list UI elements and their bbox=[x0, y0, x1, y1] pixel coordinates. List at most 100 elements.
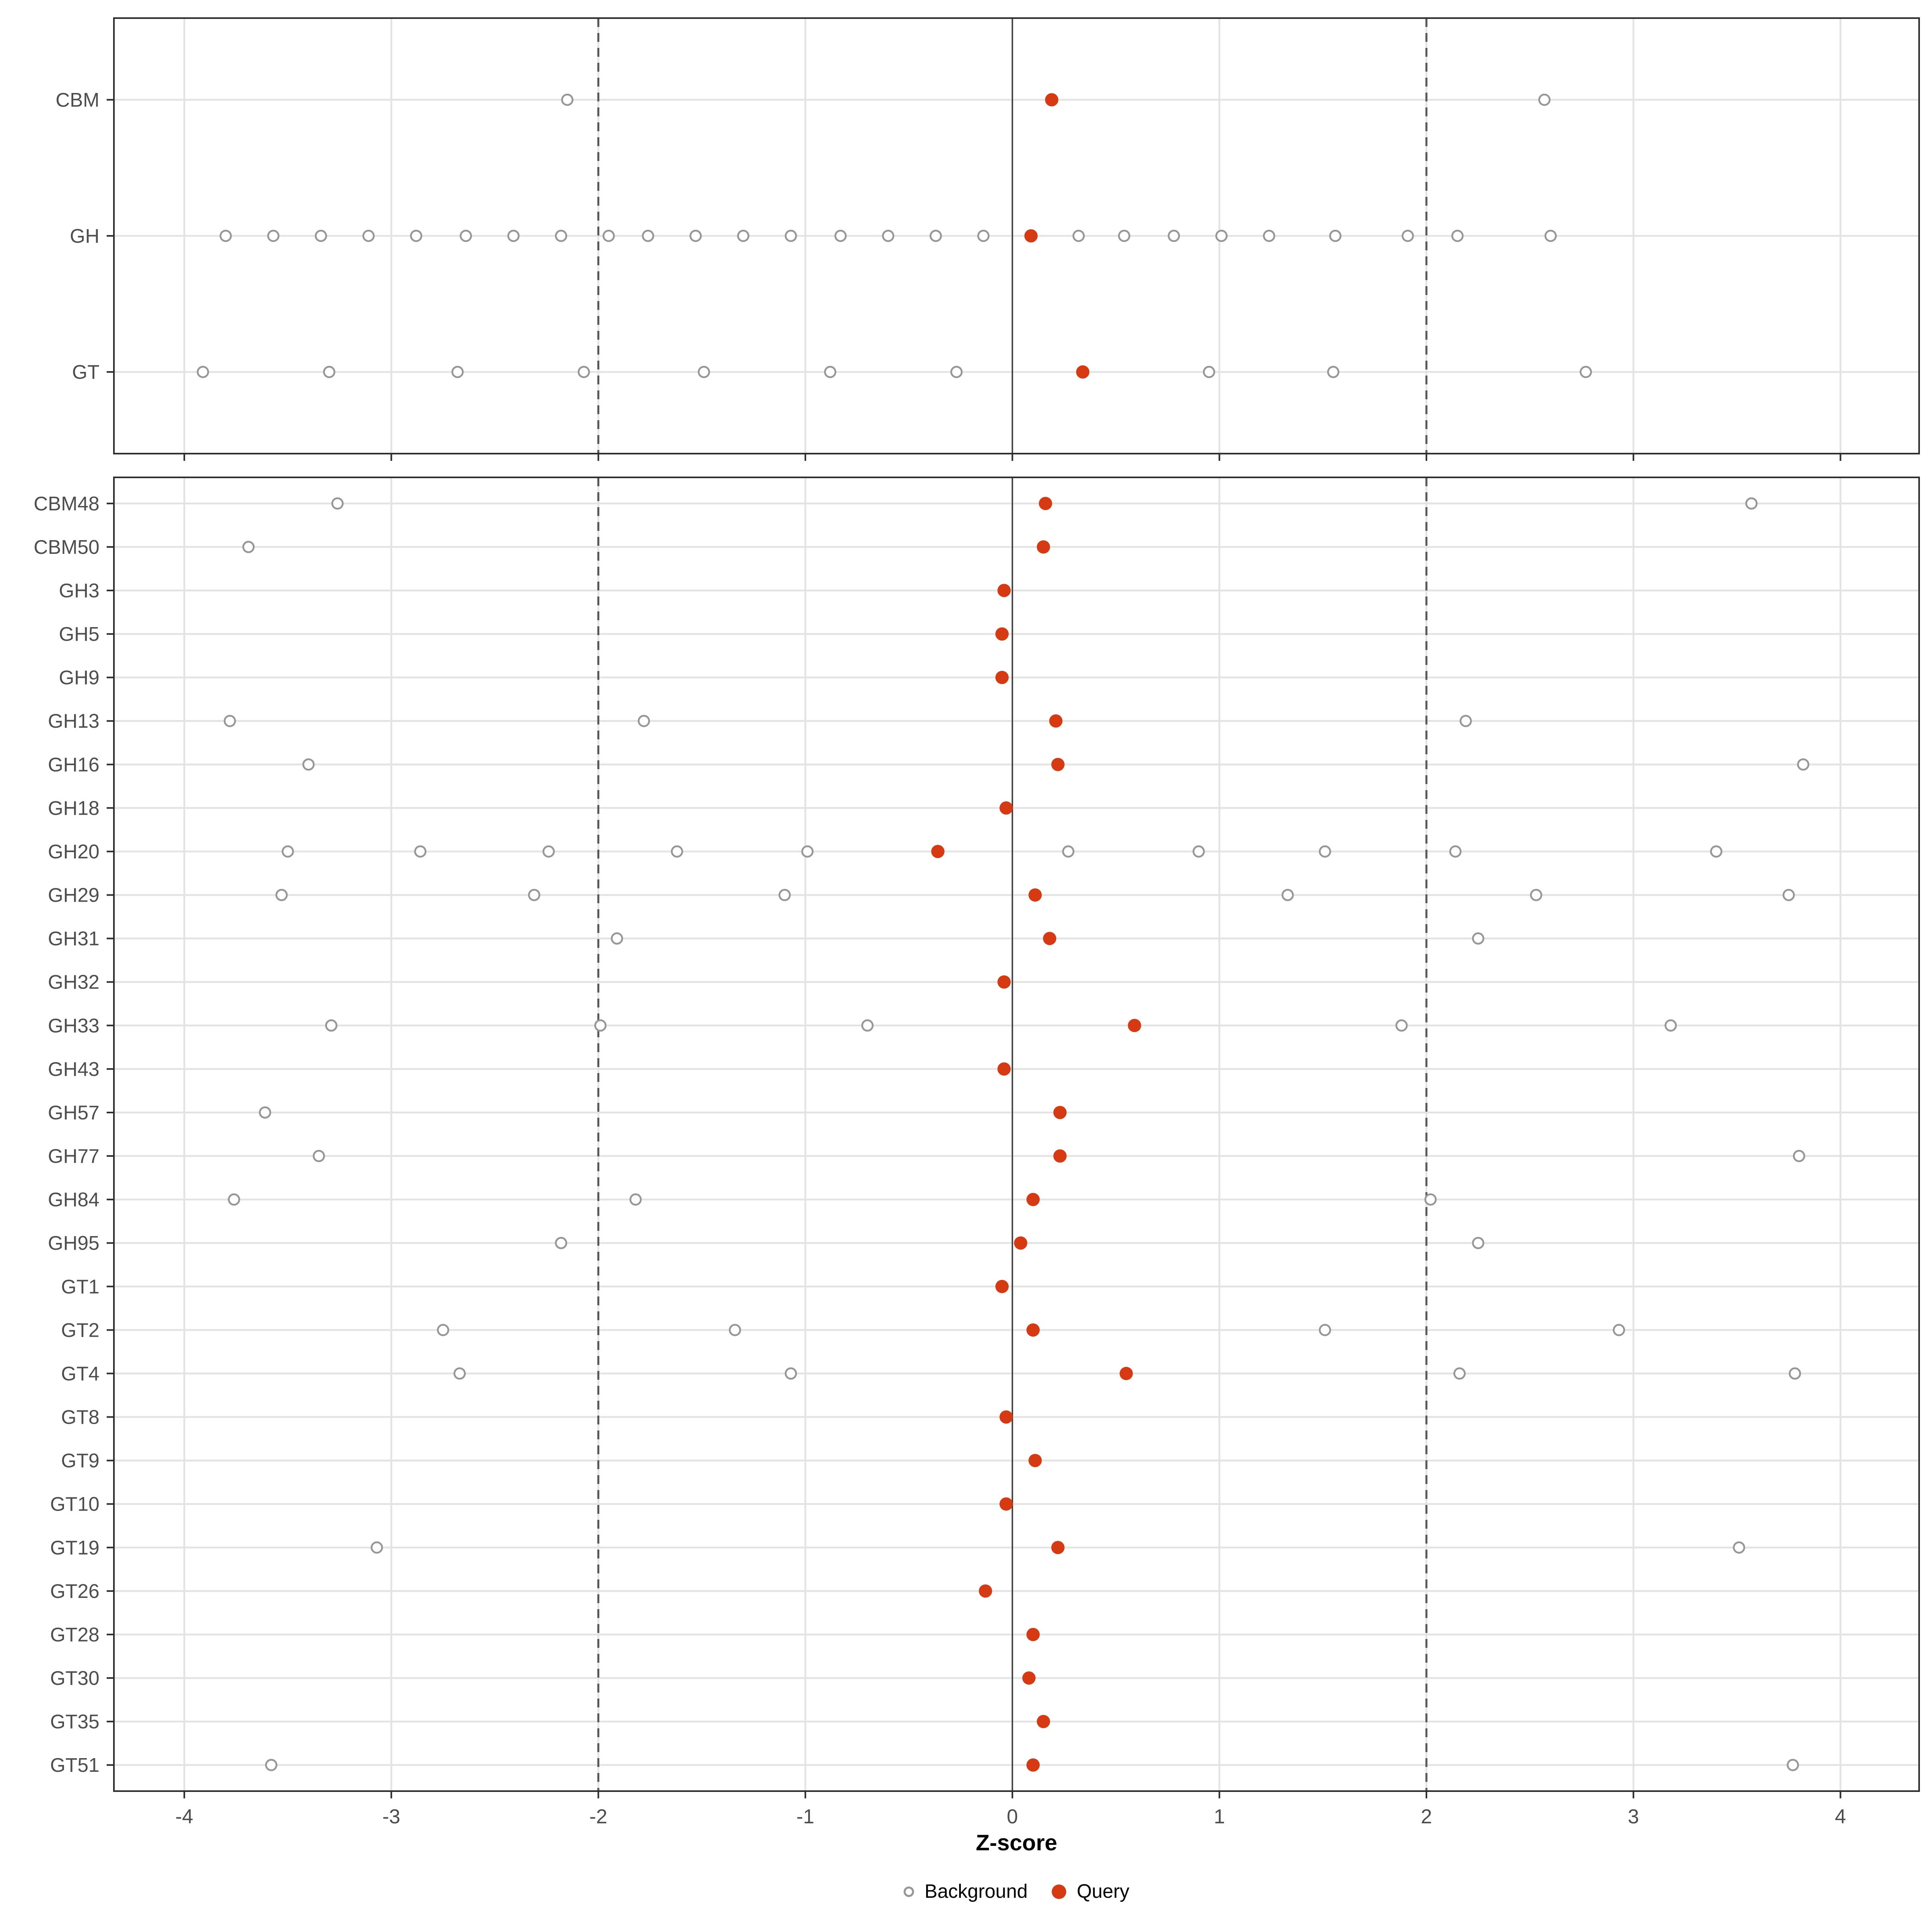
background-point bbox=[1538, 93, 1551, 106]
x-tick-label: -2 bbox=[589, 1805, 607, 1828]
row-label: GT1 bbox=[61, 1276, 99, 1298]
background-point bbox=[1530, 889, 1542, 901]
background-point bbox=[1282, 889, 1294, 901]
row-label: GH20 bbox=[48, 841, 99, 863]
query-point bbox=[1051, 758, 1065, 771]
row-label: CBM48 bbox=[34, 493, 99, 515]
background-point bbox=[642, 229, 654, 242]
background-point bbox=[1579, 365, 1592, 378]
background-point bbox=[1710, 845, 1723, 858]
background-point bbox=[1459, 714, 1472, 727]
background-point bbox=[784, 229, 797, 242]
row-label: GH bbox=[70, 225, 100, 247]
x-tick-label: 1 bbox=[1214, 1805, 1225, 1828]
query-point bbox=[978, 1584, 992, 1598]
row-label: GH33 bbox=[48, 1015, 99, 1037]
background-point bbox=[1263, 229, 1276, 242]
background-point bbox=[331, 497, 344, 510]
background-point bbox=[362, 229, 375, 242]
background-point bbox=[196, 365, 209, 378]
background-point bbox=[1451, 229, 1464, 242]
background-point bbox=[824, 365, 836, 378]
background-point bbox=[1789, 1367, 1801, 1380]
background-point bbox=[1395, 1019, 1408, 1032]
legend: Background Query bbox=[114, 1880, 1919, 1903]
background-point bbox=[451, 365, 464, 378]
query-point bbox=[995, 627, 1009, 641]
background-point bbox=[460, 229, 472, 242]
row-label: GH18 bbox=[48, 797, 99, 819]
row-label: GT51 bbox=[50, 1754, 99, 1776]
background-point bbox=[312, 1150, 325, 1162]
background-point bbox=[1192, 845, 1205, 858]
row-label: GT9 bbox=[61, 1450, 99, 1472]
row-label: GT35 bbox=[50, 1711, 99, 1733]
x-tick-label: 2 bbox=[1421, 1805, 1432, 1828]
legend-label-query: Query bbox=[1077, 1881, 1129, 1902]
query-point bbox=[1036, 540, 1050, 554]
legend-item-query: Query bbox=[1052, 1880, 1129, 1903]
x-tick-label: 0 bbox=[1007, 1805, 1018, 1828]
query-point bbox=[995, 1280, 1009, 1293]
row-label: GH9 bbox=[59, 667, 99, 689]
x-axis-title: Z-score bbox=[976, 1830, 1057, 1855]
row-label: GT28 bbox=[50, 1624, 99, 1646]
query-point bbox=[1026, 1628, 1040, 1641]
query-point-icon bbox=[1052, 1884, 1067, 1899]
panel-border bbox=[113, 477, 1920, 1792]
background-point bbox=[555, 1236, 568, 1249]
row-label: GH3 bbox=[59, 580, 99, 602]
background-point bbox=[929, 229, 942, 242]
background-point bbox=[561, 93, 574, 106]
x-tick-label: 3 bbox=[1628, 1805, 1639, 1828]
row-label: GH31 bbox=[48, 928, 99, 950]
background-point bbox=[1745, 497, 1758, 510]
background-point bbox=[507, 229, 520, 242]
query-point bbox=[1039, 497, 1053, 510]
row-label: GH84 bbox=[48, 1189, 99, 1211]
background-point bbox=[1319, 845, 1331, 858]
query-point bbox=[1043, 932, 1057, 945]
background-point bbox=[1733, 1541, 1745, 1554]
query-point bbox=[1026, 1193, 1040, 1206]
background-point bbox=[671, 845, 683, 858]
row-label: GT26 bbox=[50, 1581, 99, 1602]
background-point bbox=[861, 1019, 874, 1032]
query-point bbox=[997, 584, 1011, 597]
query-point bbox=[1049, 714, 1063, 728]
background-point bbox=[1329, 229, 1342, 242]
query-point bbox=[1028, 1454, 1042, 1468]
query-point bbox=[999, 1497, 1013, 1511]
background-point bbox=[1449, 845, 1462, 858]
background-point bbox=[603, 229, 615, 242]
background-point bbox=[542, 845, 555, 858]
background-point bbox=[555, 229, 568, 242]
background-point bbox=[698, 365, 710, 378]
row-label: GT bbox=[72, 361, 99, 383]
query-point bbox=[1026, 1323, 1040, 1337]
background-point bbox=[801, 845, 814, 858]
query-point bbox=[931, 844, 945, 858]
background-point bbox=[1544, 229, 1557, 242]
background-point bbox=[1612, 1324, 1625, 1336]
background-point bbox=[737, 229, 749, 242]
background-point bbox=[784, 1367, 797, 1380]
x-tick-label: 4 bbox=[1835, 1805, 1846, 1828]
legend-label-background: Background bbox=[925, 1881, 1028, 1902]
background-point bbox=[1453, 1367, 1466, 1380]
legend-item-background: Background bbox=[904, 1880, 1028, 1903]
query-point bbox=[1051, 1541, 1065, 1554]
row-label: GT19 bbox=[50, 1537, 99, 1559]
query-point bbox=[995, 671, 1009, 684]
row-label: GH57 bbox=[48, 1102, 99, 1124]
background-point bbox=[1782, 889, 1795, 901]
background-point bbox=[594, 1019, 607, 1032]
background-point bbox=[265, 1759, 278, 1771]
query-point bbox=[999, 801, 1013, 815]
background-point bbox=[729, 1324, 741, 1336]
background-point bbox=[689, 229, 702, 242]
query-point bbox=[1053, 1149, 1067, 1163]
query-point bbox=[1014, 1236, 1028, 1250]
background-point bbox=[1062, 845, 1075, 858]
